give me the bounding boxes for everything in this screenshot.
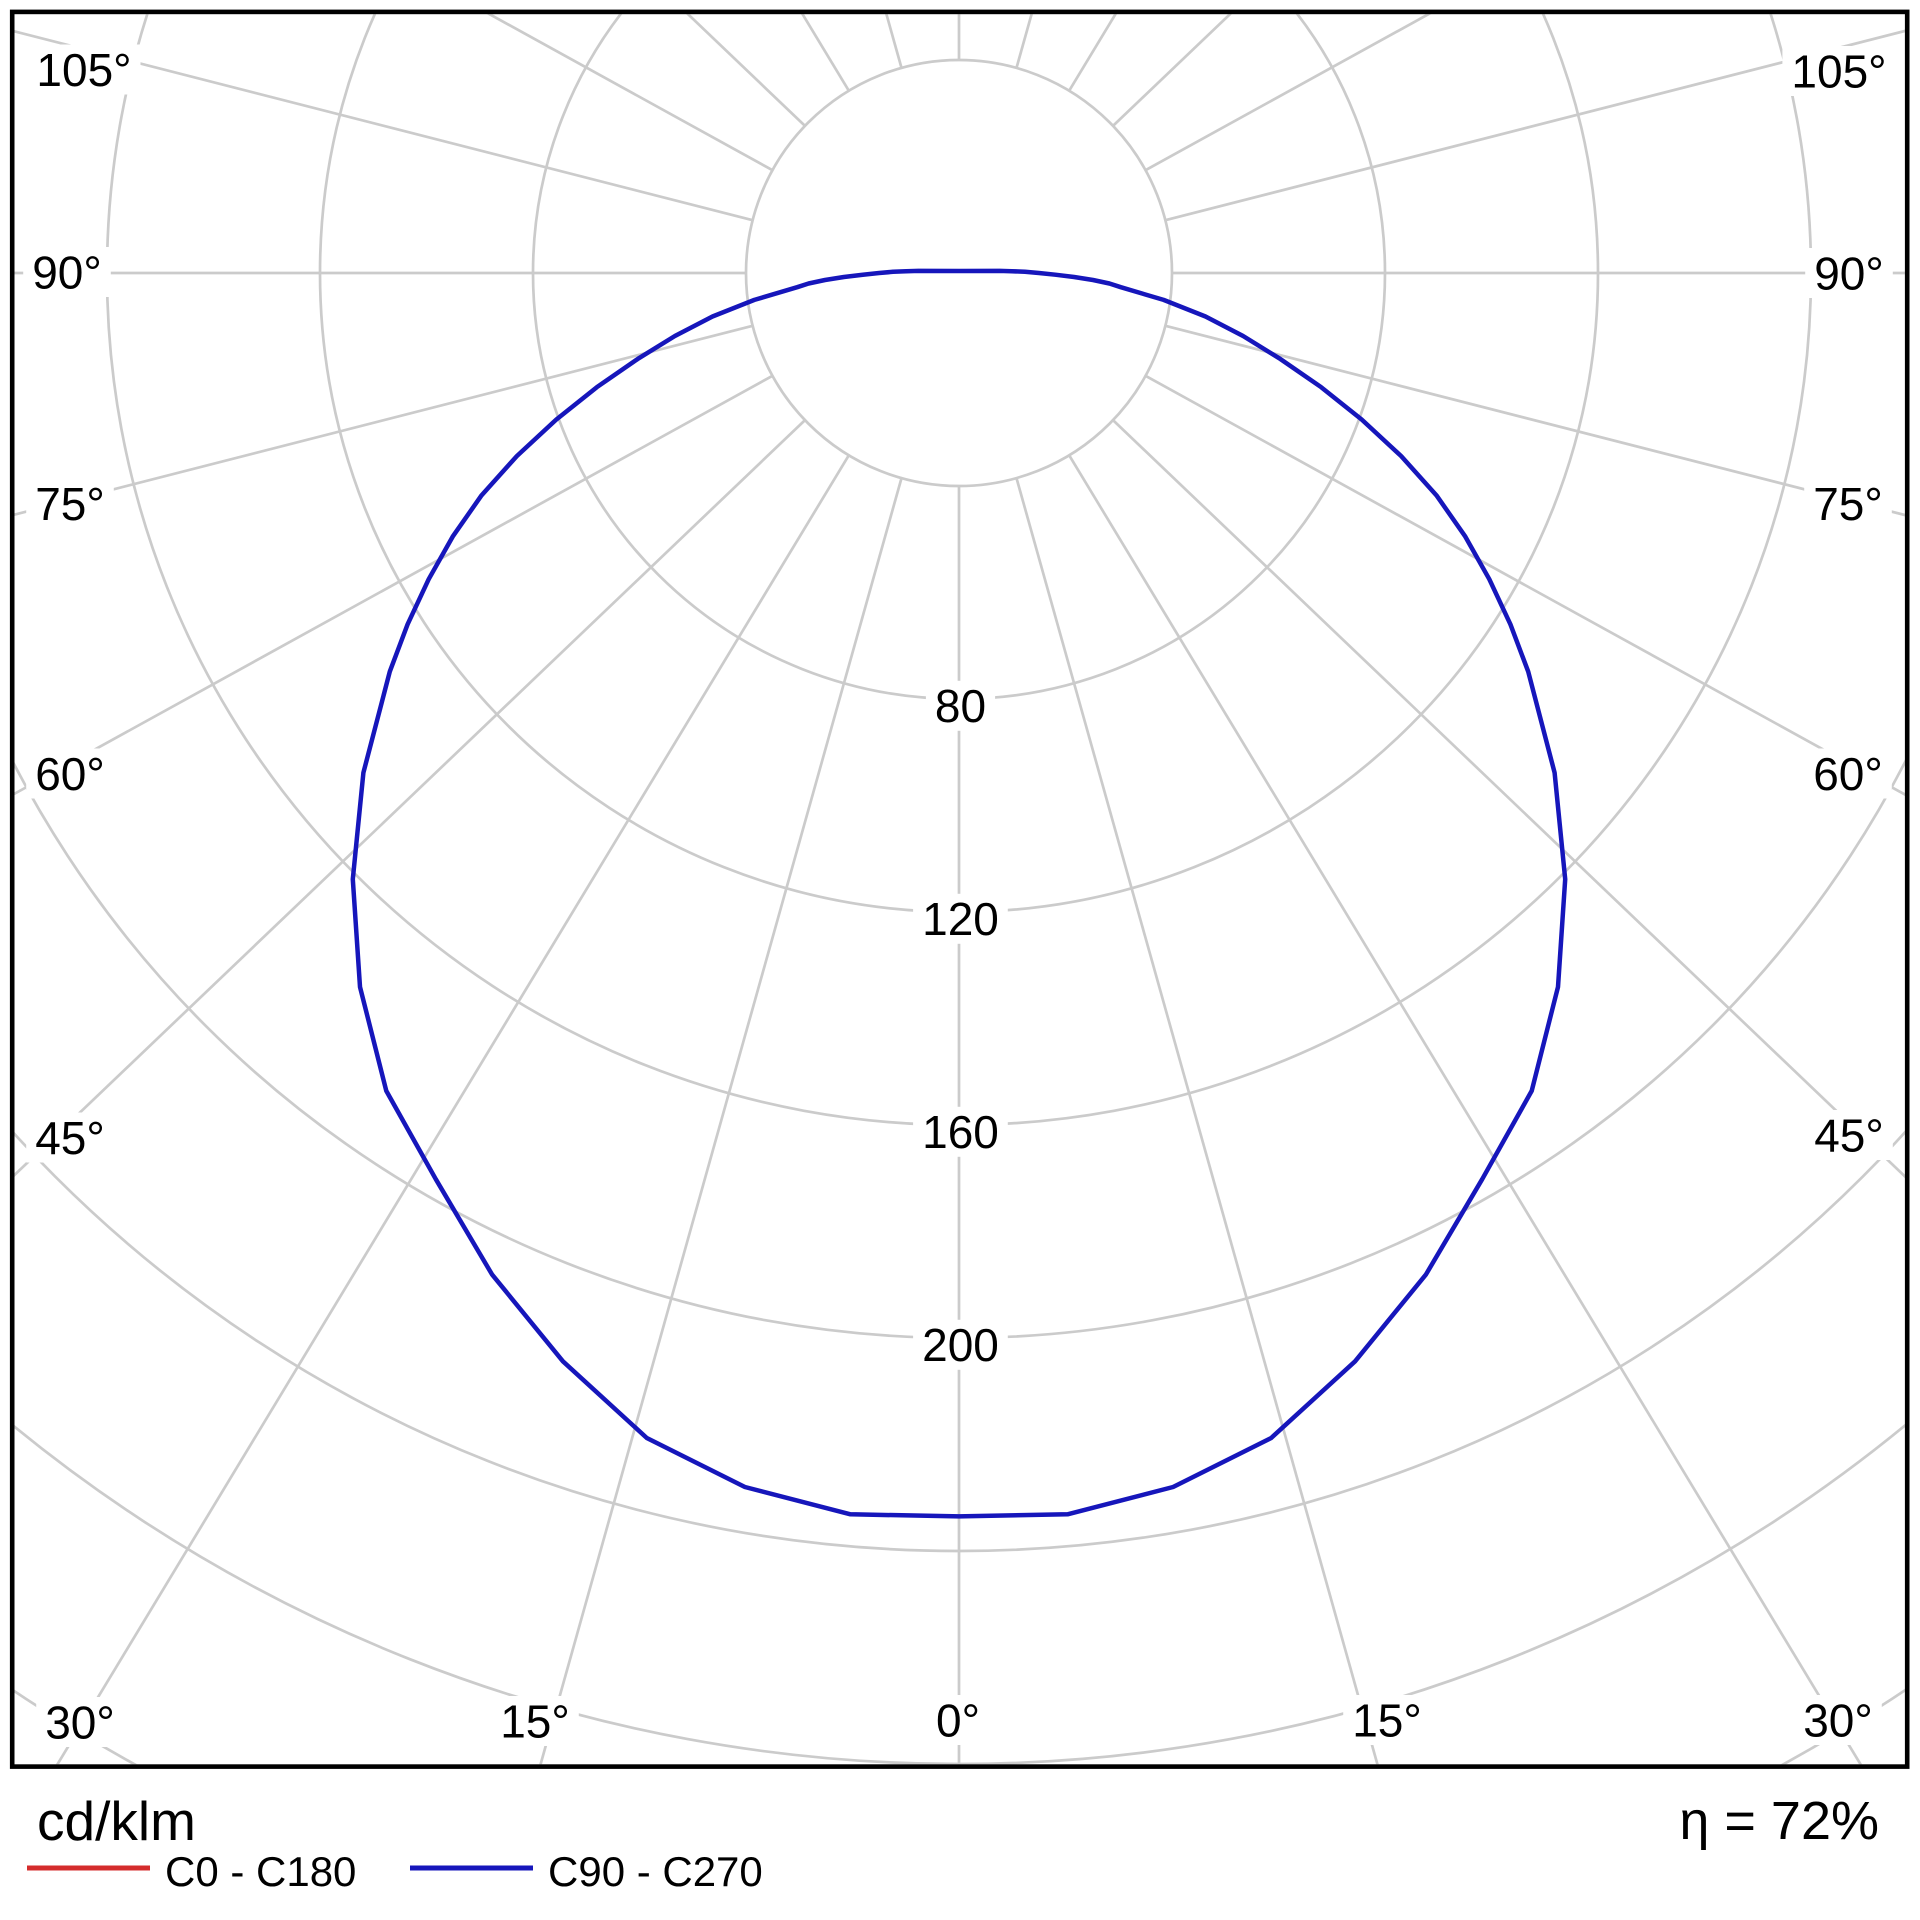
svg-text:105°: 105° [36,44,131,96]
svg-text:C0 - C180: C0 - C180 [165,1848,356,1895]
svg-text:200: 200 [922,1319,999,1371]
svg-text:80: 80 [935,680,986,732]
svg-text:90°: 90° [32,246,102,298]
svg-text:75°: 75° [35,478,105,530]
svg-text:15°: 15° [1352,1694,1422,1746]
svg-text:cd/klm: cd/klm [37,1790,196,1852]
svg-text:75°: 75° [1813,478,1883,530]
svg-text:60°: 60° [1813,748,1883,800]
svg-text:30°: 30° [1803,1694,1873,1746]
svg-text:η = 72%: η = 72% [1679,1791,1879,1851]
svg-text:C90 - C270: C90 - C270 [548,1848,763,1895]
svg-text:160: 160 [922,1106,999,1158]
svg-text:45°: 45° [1814,1109,1884,1161]
svg-text:90°: 90° [1814,247,1884,299]
svg-text:30°: 30° [45,1696,115,1748]
svg-text:60°: 60° [35,748,105,800]
svg-text:15°: 15° [500,1695,570,1747]
svg-text:105°: 105° [1791,45,1886,97]
svg-text:0°: 0° [936,1694,980,1746]
svg-text:45°: 45° [35,1112,105,1164]
svg-text:120: 120 [922,893,999,945]
